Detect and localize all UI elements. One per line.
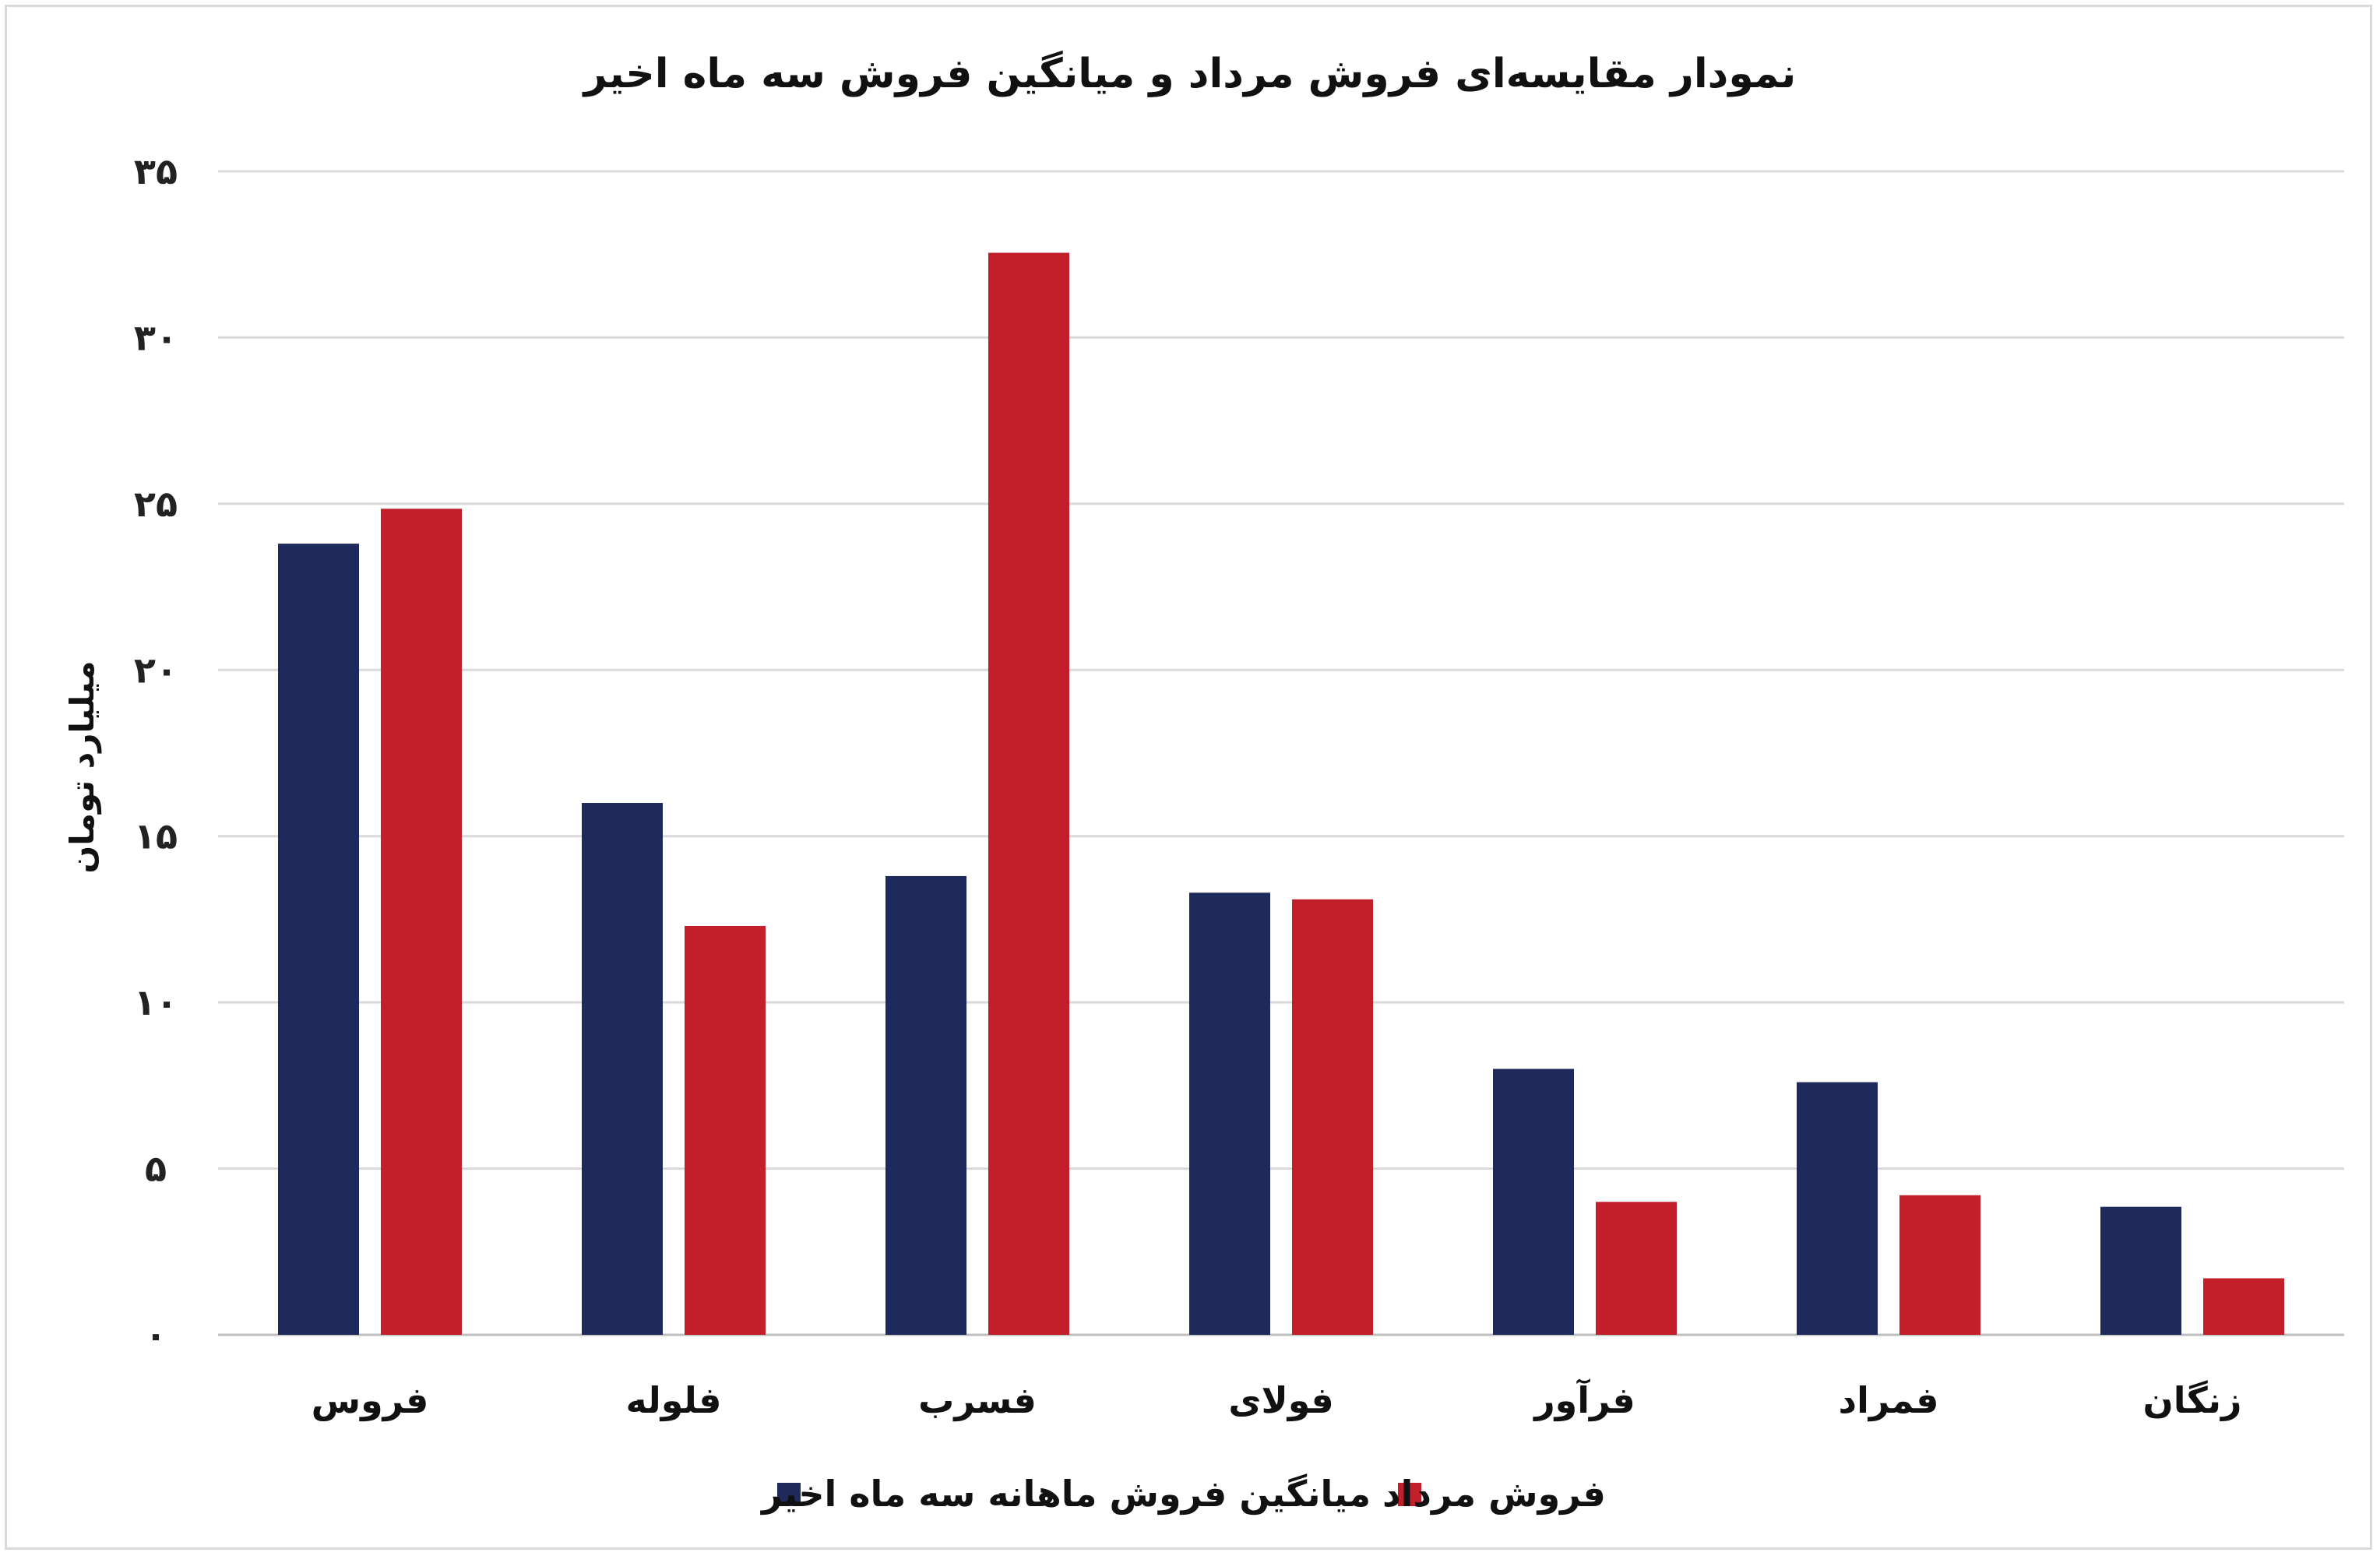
legend-label: فروش مرداد	[1382, 1473, 1606, 1515]
y-tick-label: ۲۰	[134, 649, 178, 691]
y-tick-label: ۳۵	[134, 150, 178, 192]
bar	[885, 875, 966, 1335]
bar	[1493, 1068, 1574, 1335]
x-category-label: فسرب	[918, 1379, 1037, 1421]
legend-swatch	[777, 1483, 801, 1506]
y-tick-label: ۵	[145, 1148, 167, 1190]
x-axis-categories: فروس فلوله فسرب فولای فرآور فمراد زنگان	[312, 1378, 2242, 1421]
x-category-label: فروس	[312, 1379, 429, 1421]
chart-title: نمودار مقایسه‌ای فروش مرداد و میانگین فر…	[582, 50, 1797, 97]
bar	[685, 925, 766, 1335]
bar	[2203, 1278, 2284, 1335]
bar	[1292, 899, 1373, 1335]
bar	[988, 252, 1069, 1336]
x-category-label: فلوله	[626, 1379, 722, 1421]
x-category-label: فمراد	[1839, 1379, 1939, 1421]
x-category-label: زنگان	[2142, 1379, 2241, 1421]
y-axis-ticks: ۰ ۵ ۱۰ ۱۵ ۲۰ ۲۵ ۳۰ ۳۵	[134, 150, 178, 1356]
bar	[582, 803, 663, 1335]
bar	[1596, 1202, 1677, 1335]
y-tick-label: ۱۰	[134, 981, 178, 1023]
bar	[278, 544, 359, 1335]
y-tick-label: ۳۰	[134, 316, 178, 358]
bars	[278, 252, 2284, 1336]
bar	[2100, 1206, 2181, 1335]
bar	[381, 509, 462, 1335]
x-category-label: فرآور	[1533, 1378, 1635, 1421]
legend-label: میانگین فروش ماهانه سه ماه اخیر	[760, 1473, 1371, 1515]
y-tick-label: ۲۵	[134, 483, 178, 525]
y-tick-label: ۰	[145, 1314, 167, 1356]
bar	[1797, 1082, 1878, 1335]
y-axis-title: میلیارد تومان	[63, 660, 102, 873]
bar	[1189, 892, 1270, 1335]
legend-swatch	[1398, 1483, 1421, 1506]
bar	[1899, 1195, 1980, 1335]
legend: فروش مرداد میانگین فروش ماهانه سه ماه اخی…	[760, 1473, 1606, 1515]
y-tick-label: ۱۵	[134, 815, 178, 857]
x-category-label: فولای	[1228, 1379, 1333, 1421]
gridlines	[218, 170, 2344, 1336]
chart-frame	[5, 5, 2372, 1550]
